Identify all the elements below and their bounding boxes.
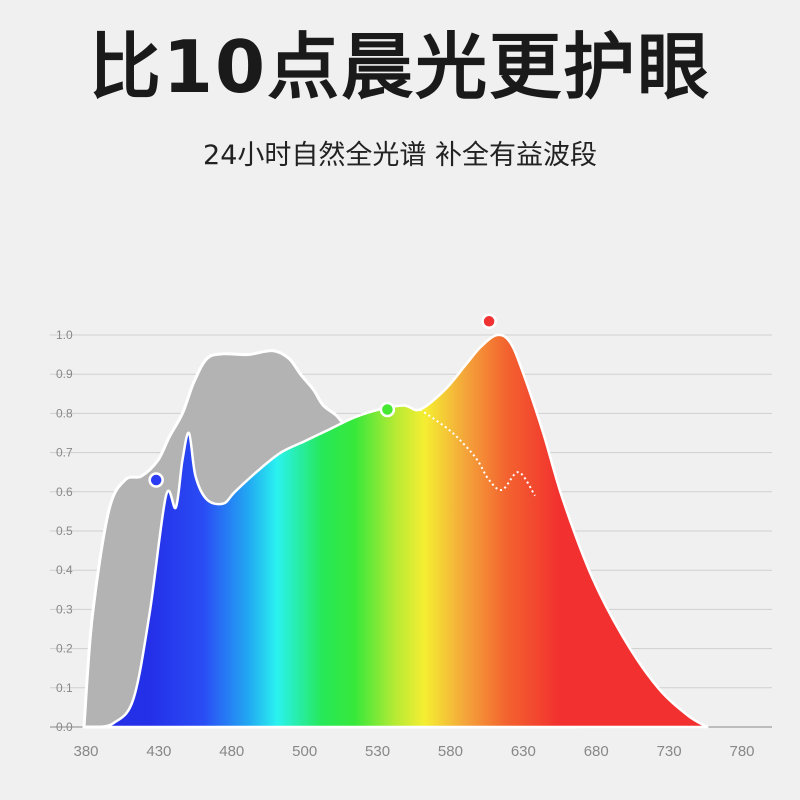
x-tick-label: 500	[292, 743, 317, 760]
y-tick-label: 0.5	[56, 524, 73, 538]
y-tick-label: 0.7	[56, 446, 73, 460]
x-axis-labels: 380 430 480 500 530 580 630 680 730 780	[73, 743, 754, 760]
y-tick-label: 0.9	[56, 367, 73, 381]
x-tick-label: 730	[657, 743, 682, 760]
x-tick-label: 580	[438, 743, 463, 760]
y-tick-label: 0.1	[56, 681, 73, 695]
y-tick-label: 0.4	[56, 563, 73, 577]
peak-marker-dot	[481, 313, 497, 330]
y-tick-label: 0.8	[56, 406, 73, 420]
y-tick-label: 0.3	[56, 602, 73, 616]
x-tick-label: 530	[365, 743, 390, 760]
x-tick-label: 480	[219, 743, 244, 760]
sunlight-dotted-line	[419, 408, 536, 497]
x-tick-label: 780	[729, 743, 754, 760]
y-axis-labels: 0.0 0.1 0.2 0.3 0.4 0.5 0.6 0.7 0.8 0.9 1.0	[56, 328, 73, 734]
page-title: 比10点晨光更护眼	[88, 25, 712, 109]
y-tick-label: 0.6	[56, 485, 73, 499]
x-tick-label: 680	[584, 743, 609, 760]
peak-marker-dot	[379, 401, 396, 418]
x-tick-label: 430	[146, 743, 171, 760]
lamp-spectrum-area	[95, 333, 709, 729]
page-subtitle: 24小时自然全光谱 补全有益波段	[203, 140, 597, 171]
y-tick-label: 1.0	[56, 328, 73, 342]
y-tick-label: 0.2	[56, 642, 73, 656]
x-tick-label: 630	[511, 743, 536, 760]
peak-markers	[148, 313, 497, 488]
x-tick-label: 380	[73, 743, 98, 760]
peak-marker-dot	[148, 472, 164, 488]
y-tick-label: 0.0	[56, 720, 73, 734]
